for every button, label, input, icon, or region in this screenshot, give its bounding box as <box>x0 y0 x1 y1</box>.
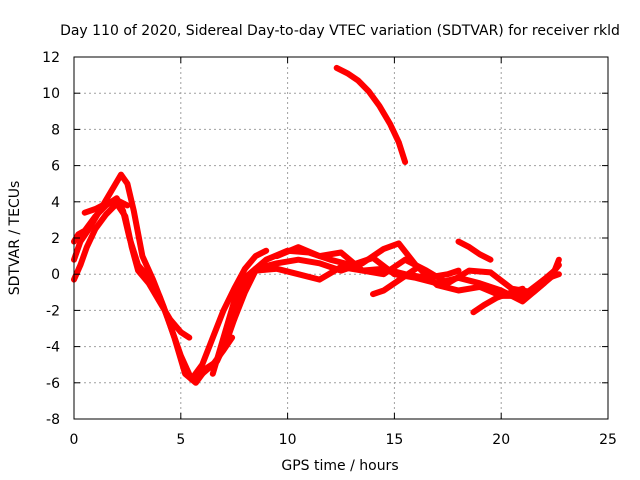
series-line-track-i <box>273 244 558 296</box>
series-line-track-d <box>81 197 131 216</box>
y-tick-label: 10 <box>42 86 60 102</box>
x-axis-ticks: 0 5 10 15 20 25 <box>70 57 617 448</box>
y-tick-label: 0 <box>51 267 60 283</box>
series-line-track-h <box>231 264 462 323</box>
series-group <box>71 64 562 386</box>
y-tick-label: -8 <box>46 412 60 428</box>
x-tick-label: 0 <box>70 432 79 448</box>
grid <box>74 57 608 419</box>
x-tick-label: 15 <box>385 432 403 448</box>
y-tick-label: 12 <box>42 50 60 66</box>
series-line-track-n <box>519 256 562 299</box>
series-line-track-l <box>455 238 494 263</box>
x-tick-label: 5 <box>176 432 185 448</box>
y-tick-label: 2 <box>51 231 60 247</box>
series-line-track-e <box>188 247 270 383</box>
x-tick-label: 25 <box>599 432 617 448</box>
y-tick-label: -6 <box>46 376 60 392</box>
y-tick-label: -4 <box>46 340 60 356</box>
series-line-track-c <box>71 200 193 341</box>
series-line-track-k <box>370 265 419 298</box>
series-line-track-b <box>71 171 238 386</box>
y-axis-label: SDTVAR / TECUs <box>7 181 23 296</box>
chart-title: Day 110 of 2020, Sidereal Day-to-day VTE… <box>60 23 620 39</box>
series-line-track-j <box>333 64 409 165</box>
y-axis-ticks: -8 -6 -4 -2 0 2 4 6 8 10 12 <box>42 50 608 428</box>
y-tick-label: -2 <box>46 303 60 319</box>
y-tick-label: 8 <box>51 122 60 138</box>
series-line-track-m <box>470 285 526 316</box>
y-tick-label: 4 <box>51 195 60 211</box>
x-tick-label: 10 <box>279 432 297 448</box>
y-tick-label: 6 <box>51 159 60 175</box>
x-axis-label: GPS time / hours <box>281 458 398 474</box>
x-tick-label: 20 <box>492 432 510 448</box>
